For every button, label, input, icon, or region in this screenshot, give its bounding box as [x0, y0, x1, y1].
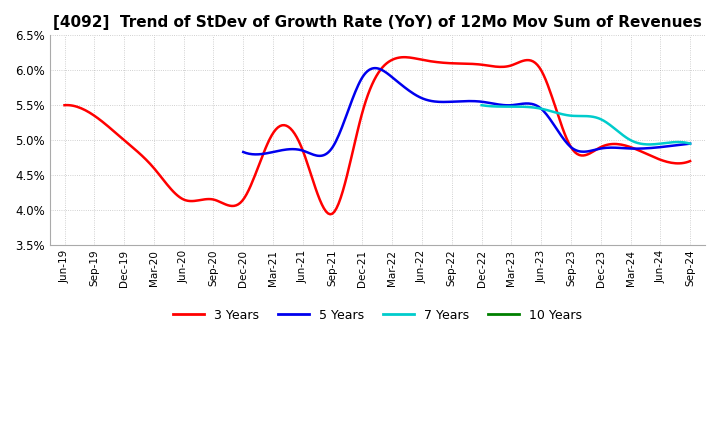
Legend: 3 Years, 5 Years, 7 Years, 10 Years: 3 Years, 5 Years, 7 Years, 10 Years: [168, 304, 587, 327]
Title: [4092]  Trend of StDev of Growth Rate (YoY) of 12Mo Mov Sum of Revenues: [4092] Trend of StDev of Growth Rate (Yo…: [53, 15, 702, 30]
